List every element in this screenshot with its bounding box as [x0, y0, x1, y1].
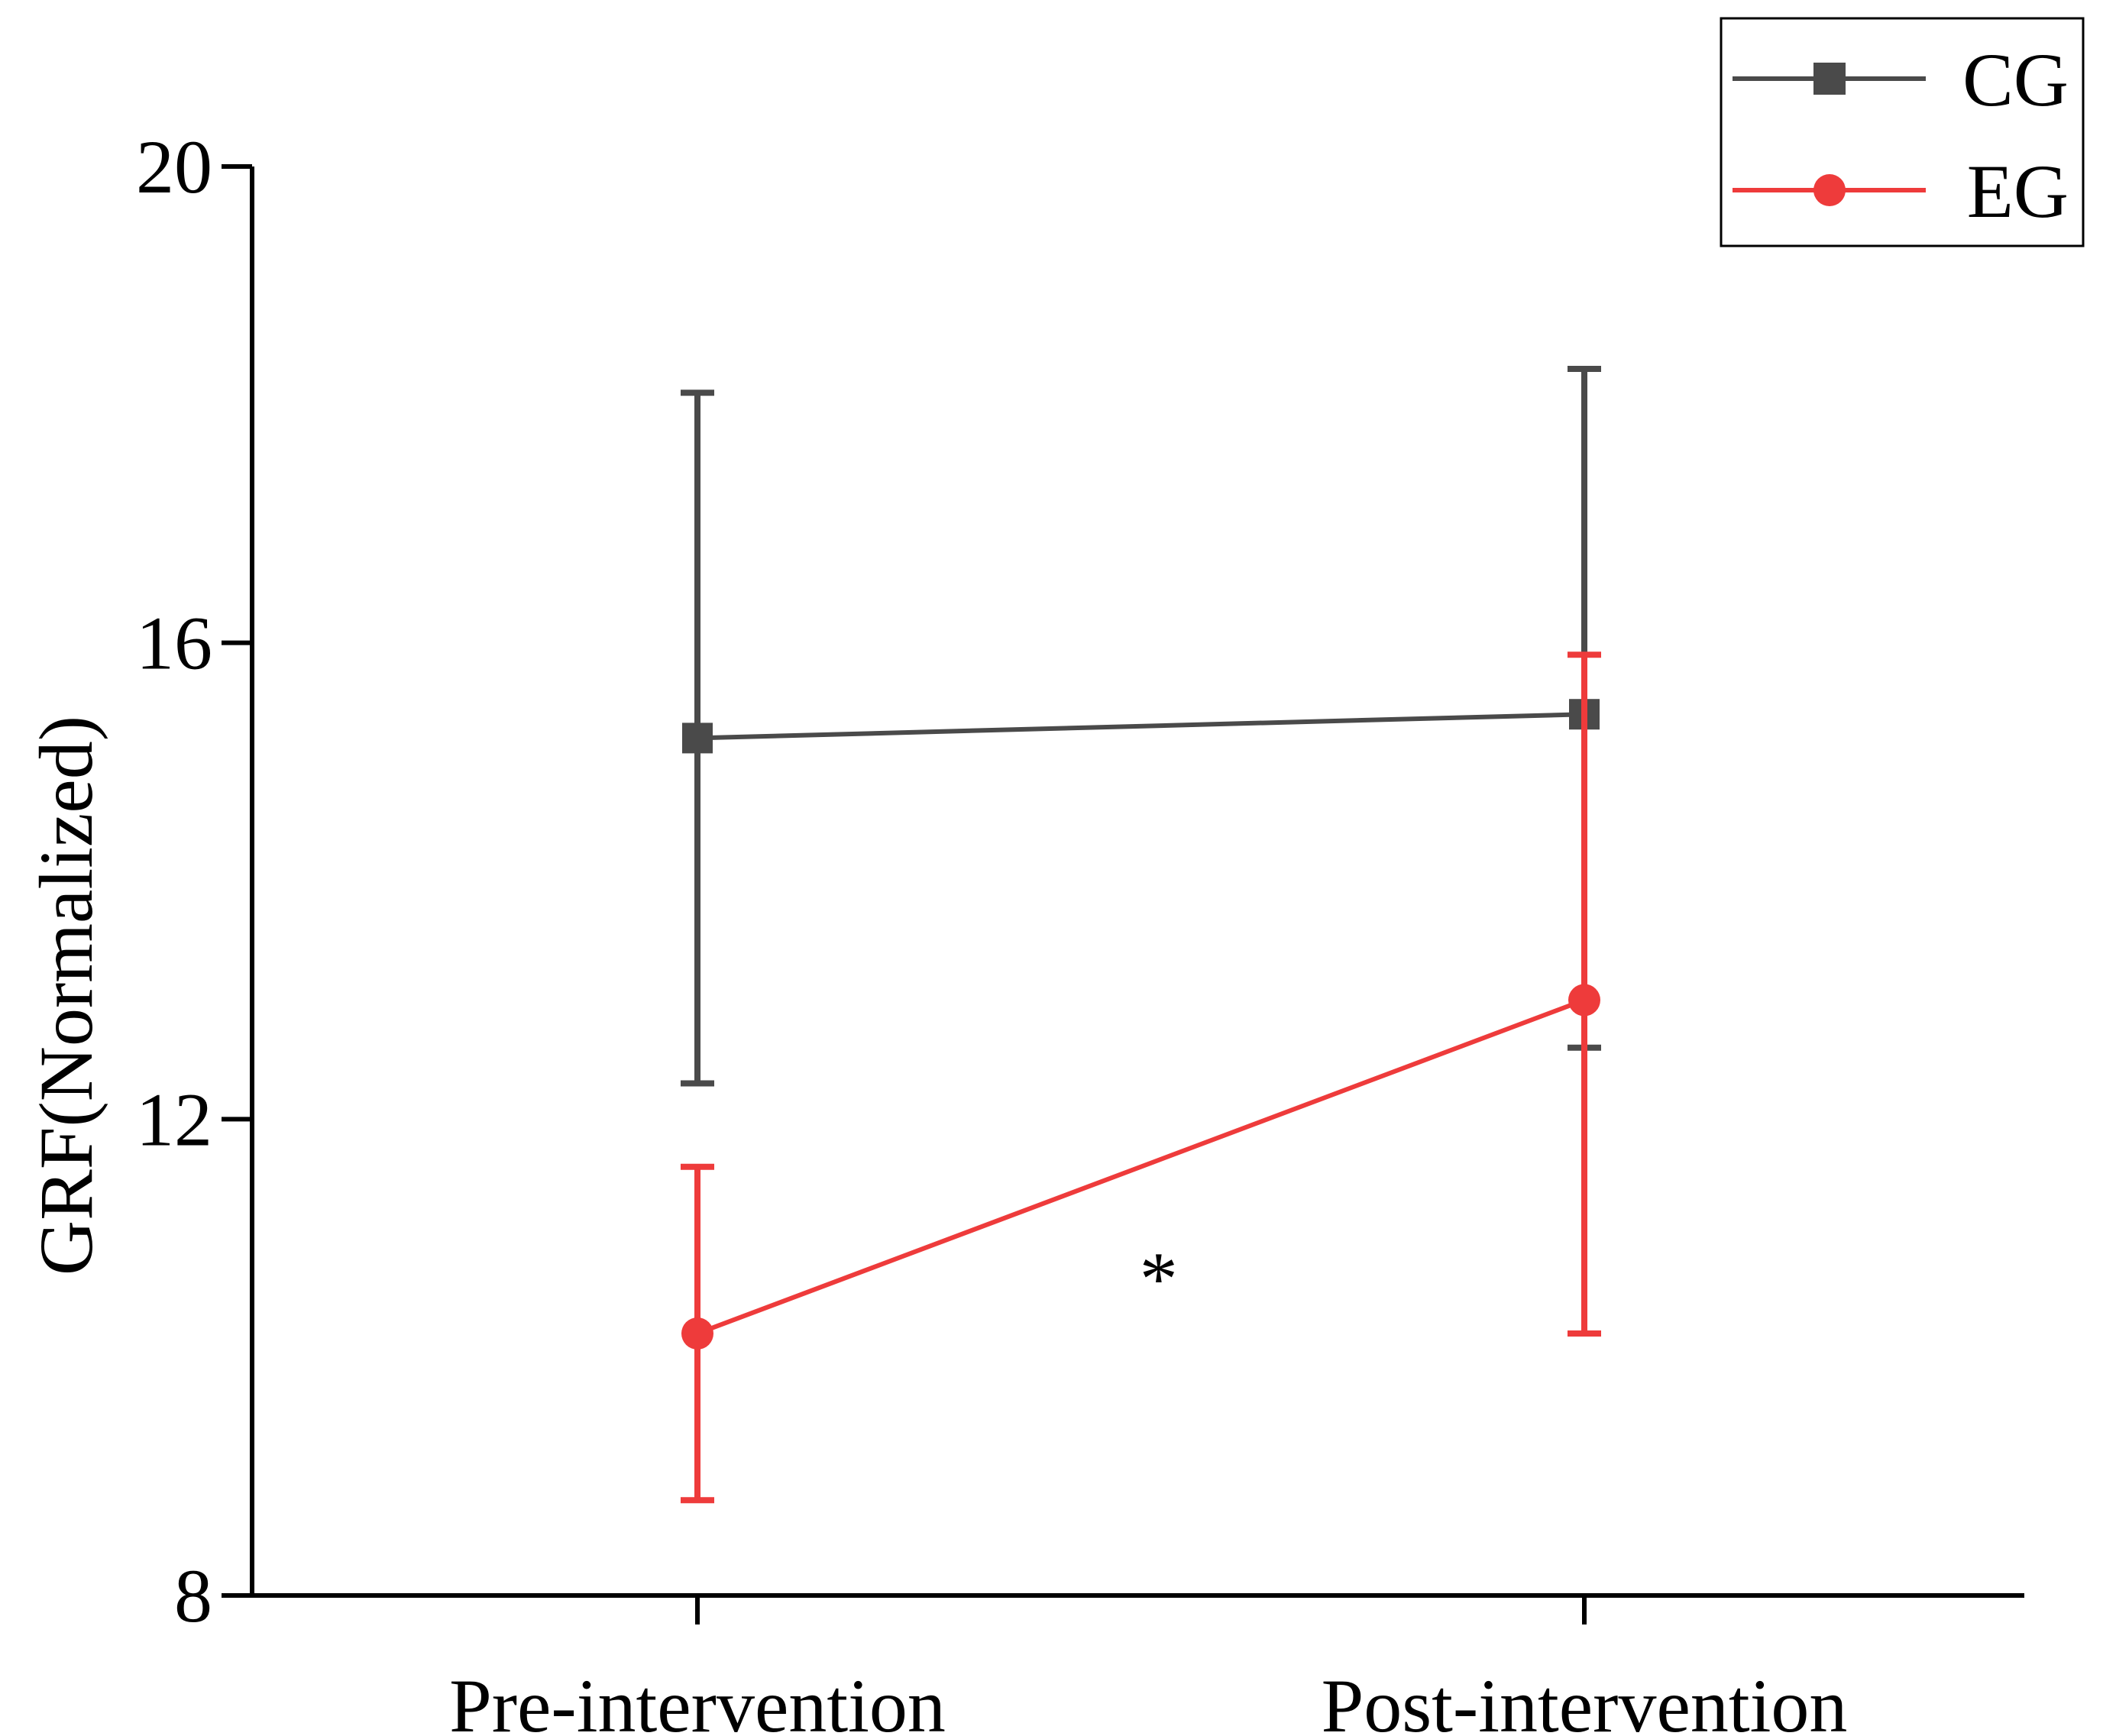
significance-marker: *	[1140, 1236, 1178, 1321]
x-tick-label: Pre-intervention	[449, 1663, 946, 1736]
legend-item-eg: EG	[1733, 149, 2069, 234]
legend-label: CG	[1962, 37, 2069, 122]
legend-box	[1720, 17, 2085, 247]
legend-item-cg: CG	[1733, 37, 2069, 122]
series-eg	[681, 651, 1601, 1504]
legend: CG EG	[1720, 17, 2085, 247]
annotations: *	[1140, 1236, 1178, 1321]
series-layer	[681, 366, 1601, 1504]
data-point-eg	[681, 1317, 713, 1350]
x-tick-label: Post-intervention	[1322, 1663, 1848, 1736]
y-tick-label: 12	[136, 1077, 212, 1162]
y-tick-label: 20	[136, 124, 212, 209]
axes: 8 12 16 20 Pre-intervention Post-intervention…	[24, 124, 2024, 1736]
data-point-eg	[1568, 984, 1600, 1017]
series-line-eg	[696, 997, 1586, 1336]
legend-marker-circle	[1813, 174, 1846, 206]
series-line-cg	[697, 712, 1585, 741]
legend-label: EG	[1967, 149, 2069, 234]
y-tick-label: 8	[174, 1553, 212, 1638]
y-axis-title: GRF(Normalized)	[24, 716, 108, 1275]
data-point-cg	[682, 723, 713, 754]
legend-marker-square	[1813, 63, 1846, 95]
series-cg	[681, 366, 1601, 1087]
y-tick-label: 16	[136, 601, 212, 686]
